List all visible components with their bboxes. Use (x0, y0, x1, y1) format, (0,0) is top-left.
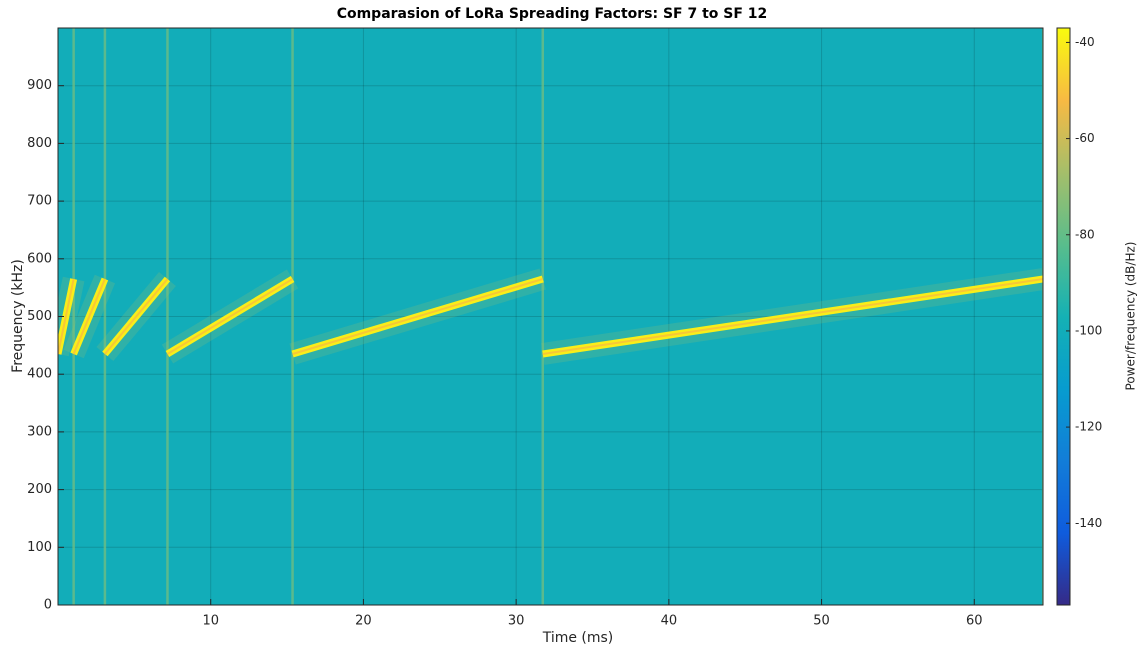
y-tick-label: 0 (44, 598, 52, 613)
colorbar-tick-label: -100 (1075, 323, 1102, 337)
y-tick-label: 400 (27, 367, 52, 382)
chirp-core (104, 278, 169, 355)
y-tick-label: 800 (27, 136, 52, 151)
noise-background (58, 28, 1043, 605)
y-tick-label: 500 (27, 309, 52, 324)
x-axis-label: Time (ms) (542, 630, 614, 646)
y-axis-label: Frequency (kHz) (10, 259, 26, 373)
x-tick-label: 40 (661, 614, 678, 629)
y-tick-label: 100 (27, 540, 52, 555)
x-tick-label: 60 (966, 614, 983, 629)
colorbar-label: Power/frequency (dB/Hz) (1124, 242, 1138, 391)
chirp-core (58, 278, 75, 355)
colorbar-tick-label: -80 (1075, 227, 1095, 241)
y-tick-label: 900 (27, 78, 52, 93)
colorbar (1056, 27, 1071, 606)
colorbar-tick-label: -140 (1075, 516, 1102, 530)
colorbar-tick-label: -40 (1075, 35, 1095, 49)
chirp-core (72, 278, 106, 355)
y-tick-label: 300 (27, 424, 52, 439)
x-tick-label: 50 (813, 614, 830, 629)
x-tick-label: 20 (355, 614, 372, 629)
x-tick-label: 10 (202, 614, 219, 629)
y-tick-label: 600 (27, 251, 52, 266)
y-tick-label: 700 (27, 194, 52, 209)
chirp-core (166, 278, 294, 355)
x-tick-label: 30 (508, 614, 525, 629)
chirp-core (292, 278, 544, 355)
chart-title: Comparasion of LoRa Spreading Factors: S… (337, 6, 768, 22)
colorbar-tick-label: -60 (1075, 131, 1095, 145)
chirp-core (542, 278, 1043, 355)
colorbar-tick-label: -120 (1075, 420, 1102, 434)
y-tick-label: 200 (27, 482, 52, 497)
